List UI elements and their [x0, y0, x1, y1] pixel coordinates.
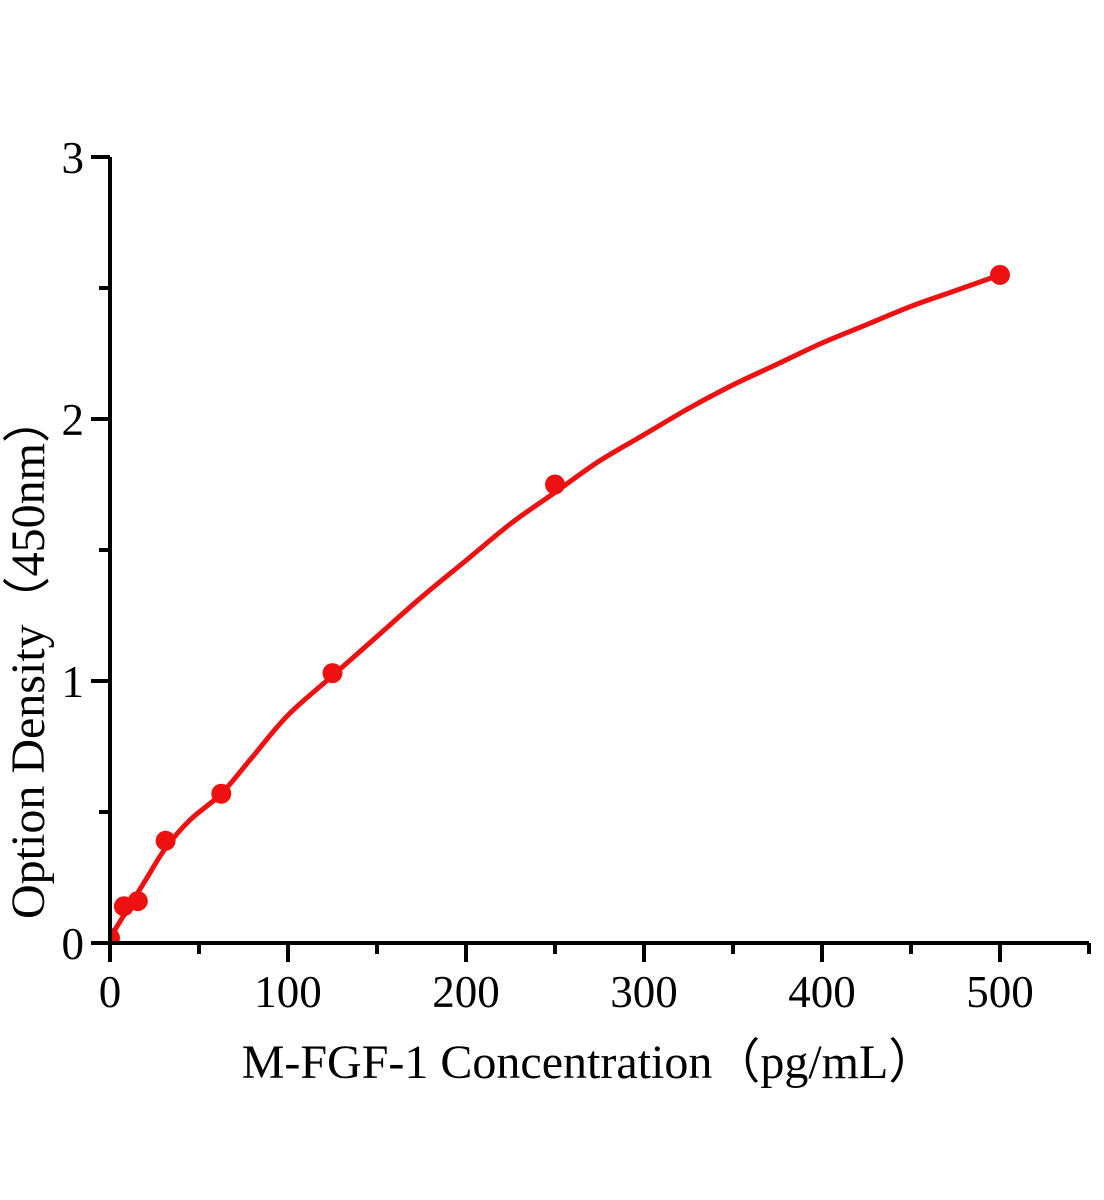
data-point-marker	[155, 830, 176, 851]
x-axis-title: M-FGF-1 Concentration（pg/mL）	[242, 1036, 937, 1089]
fitted-curve-line	[112, 272, 1003, 940]
axis-lines	[108, 157, 1089, 945]
data-point-marker	[545, 474, 565, 495]
x-tick-label: 300	[610, 967, 678, 1017]
x-tick-label: 500	[966, 967, 1034, 1017]
axes-layer	[91, 155, 1091, 962]
tick-label-layer: 0 100 200 300 400 500 0 1 2 3	[62, 133, 1034, 1017]
data-point-marker	[211, 783, 232, 804]
series-layer	[112, 264, 1010, 941]
y-tick-label: 0	[62, 919, 85, 969]
data-point-marker	[112, 928, 120, 941]
data-point-marker	[990, 264, 1010, 285]
x-tick-label: 100	[254, 967, 322, 1017]
data-point-marker	[322, 663, 343, 684]
y-tick-label: 1	[62, 657, 85, 707]
x-tick-label: 200	[432, 967, 500, 1017]
x-tick-label: 0	[99, 967, 122, 1017]
y-axis-title: Option Density（450nm）	[2, 395, 55, 919]
y-tick-label: 3	[62, 133, 85, 183]
data-point-marker	[127, 891, 148, 912]
y-tick-label: 2	[62, 395, 85, 445]
x-tick-label: 400	[788, 967, 856, 1017]
